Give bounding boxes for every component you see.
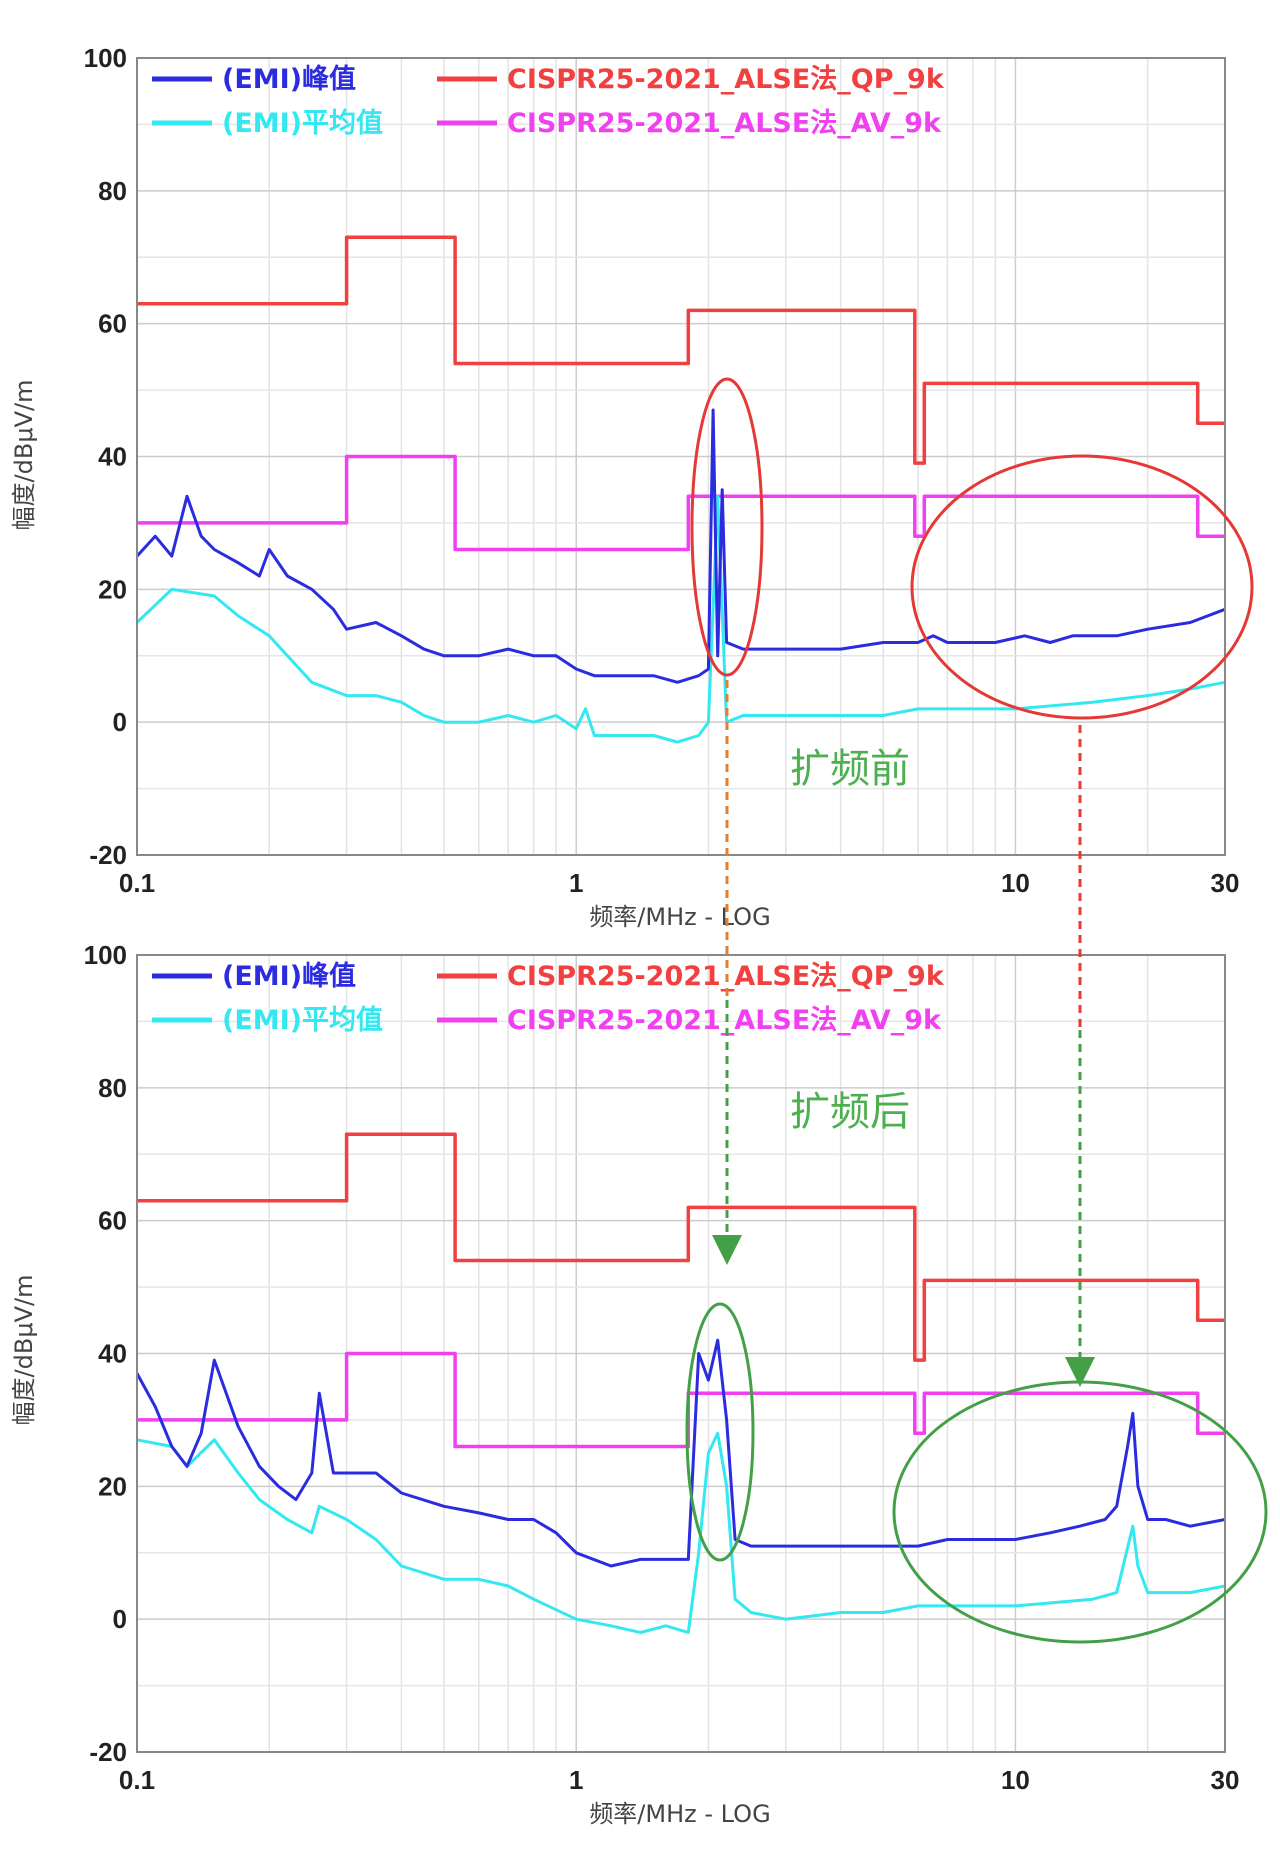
legend-entry: CISPR25-2021_ALSE法_AV_9k (507, 108, 942, 139)
y-tick-label: 20 (98, 1471, 127, 1501)
highlight-ellipse-before-2mhz (690, 377, 764, 677)
y-tick-label: 100 (84, 43, 127, 73)
y-tick-label: 60 (98, 1206, 127, 1236)
legend-entry: (EMI)平均值 (222, 108, 383, 139)
series-line-0 (135, 1338, 1226, 1568)
y-tick-label: 100 (84, 940, 127, 970)
legend-entry: (EMI)峰值 (222, 64, 356, 95)
y-tick-label: 80 (98, 176, 127, 206)
x-tick-label: 0.1 (119, 1765, 155, 1795)
annotation-label: 扩频前 (790, 746, 910, 792)
y-tick-label: 40 (98, 1339, 127, 1369)
x-tick-label: 30 (1211, 868, 1240, 898)
highlight-ellipse-before-high-band (910, 454, 1254, 720)
x-tick-label: 1 (569, 868, 583, 898)
x-tick-label: 1 (569, 1765, 583, 1795)
series-line-3 (137, 454, 1225, 552)
legend-entry: CISPR25-2021_ALSE法_QP_9k (507, 64, 945, 95)
series-line-1 (136, 1431, 1226, 1634)
chart-before-spread-spectrum: -20 0 20 40 60 80 100 0.1 1 10 30 频率/MHz - LOG 幅度… (10, 43, 1239, 931)
legend-entry: (EMI)平均值 (222, 1005, 383, 1036)
legend-entry: CISPR25-2021_ALSE法_AV_9k (507, 1005, 942, 1036)
plot-frame (136, 954, 1226, 1753)
legend: (EMI)峰值 (EMI)平均值 CISPR25-2021_ALSE法_QP_9k C… (152, 64, 945, 139)
highlight-ellipse-after-2mhz (685, 1302, 755, 1562)
series-line-2 (137, 235, 1225, 465)
y-tick-label: -20 (89, 840, 127, 870)
series-line-2 (137, 1132, 1225, 1362)
plot-frame (136, 57, 1226, 856)
series-line-1 (135, 494, 1226, 744)
y-tick-label: -20 (89, 1737, 127, 1767)
x-tick-label: 10 (1001, 868, 1030, 898)
legend-entry: (EMI)峰值 (222, 961, 356, 992)
y-tick-label: 0 (113, 1604, 127, 1634)
y-tick-label: 20 (98, 574, 127, 604)
x-tick-label: 10 (1001, 1765, 1030, 1795)
x-axis-label: 频率/MHz - LOG (589, 903, 770, 931)
y-tick-label: 60 (98, 309, 127, 339)
x-tick-label: 30 (1211, 1765, 1240, 1795)
annotation-label: 扩频后 (790, 1089, 910, 1135)
x-tick-label: 0.1 (119, 868, 155, 898)
y-tick-label: 40 (98, 442, 127, 472)
series-line-0 (135, 408, 1226, 684)
x-axis-label: 频率/MHz - LOG (589, 1800, 770, 1828)
y-axis-label: 幅度/dBμV/m (10, 1275, 38, 1426)
y-axis-label: 幅度/dBμV/m (10, 380, 38, 531)
y-tick-label: 0 (113, 707, 127, 737)
y-tick-label: 80 (98, 1073, 127, 1103)
